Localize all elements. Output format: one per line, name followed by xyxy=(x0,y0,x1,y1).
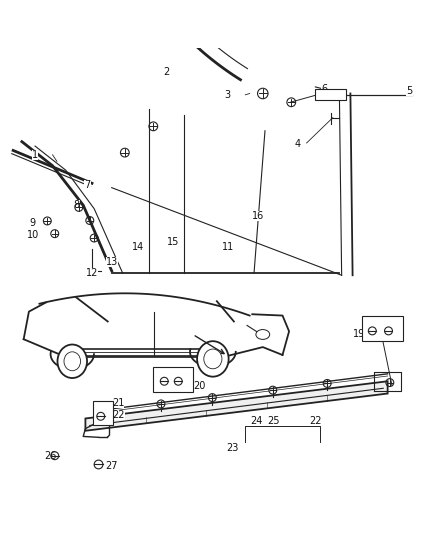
Text: 25: 25 xyxy=(268,416,280,426)
Text: 4: 4 xyxy=(295,139,301,149)
Ellipse shape xyxy=(64,352,81,371)
Polygon shape xyxy=(85,381,388,431)
Bar xyxy=(315,89,346,100)
Text: 8: 8 xyxy=(74,200,80,210)
Text: 14: 14 xyxy=(132,242,144,252)
Ellipse shape xyxy=(204,349,222,369)
Text: 13: 13 xyxy=(106,257,118,267)
Text: 12: 12 xyxy=(86,268,98,278)
Text: 21: 21 xyxy=(112,398,124,408)
Text: 6: 6 xyxy=(321,84,327,94)
Text: 7: 7 xyxy=(85,181,91,190)
Text: 15: 15 xyxy=(167,237,179,247)
Text: 23: 23 xyxy=(226,443,238,453)
Text: 19: 19 xyxy=(353,329,365,340)
Text: 19: 19 xyxy=(169,381,181,391)
Text: 22: 22 xyxy=(112,410,124,421)
Text: 10: 10 xyxy=(27,230,39,240)
Ellipse shape xyxy=(256,329,270,340)
Text: 18: 18 xyxy=(371,316,383,326)
Text: 26: 26 xyxy=(44,451,57,461)
Ellipse shape xyxy=(197,341,229,377)
FancyBboxPatch shape xyxy=(362,316,403,341)
Text: 20: 20 xyxy=(193,381,205,391)
Text: 5: 5 xyxy=(406,86,413,96)
Text: 11: 11 xyxy=(222,242,234,252)
Text: 22: 22 xyxy=(309,416,321,426)
Text: 20: 20 xyxy=(375,329,387,340)
Text: 9: 9 xyxy=(30,217,36,228)
Text: 16: 16 xyxy=(252,211,265,221)
Ellipse shape xyxy=(57,344,87,378)
Text: 24: 24 xyxy=(250,416,262,426)
Text: 2: 2 xyxy=(163,67,170,77)
Text: 1: 1 xyxy=(32,150,38,160)
Text: 27: 27 xyxy=(106,461,118,471)
Text: 3: 3 xyxy=(225,90,231,100)
Text: 17: 17 xyxy=(182,370,194,380)
FancyBboxPatch shape xyxy=(93,401,113,425)
FancyBboxPatch shape xyxy=(153,367,193,392)
